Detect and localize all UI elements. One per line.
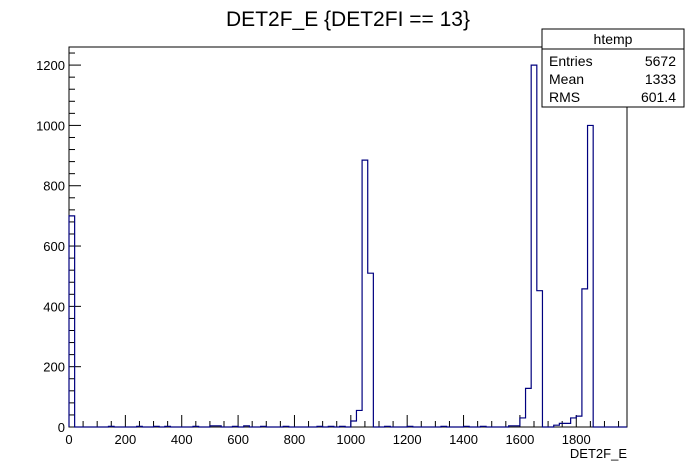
y-tick-label: 600 [43,239,65,254]
stats-mean-label: Mean [549,71,584,87]
stats-box-title: htemp [594,31,633,47]
stats-box: htemp Entries 5672 Mean 1333 RMS 601.4 [541,28,685,108]
y-tick-label: 1000 [36,118,65,133]
y-tick-label: 200 [43,360,65,375]
chart-title: DET2F_E {DET2FI == 13} [226,8,470,31]
x-tick-label: 1000 [336,432,365,447]
stats-entries-value: 5672 [645,53,676,69]
y-tick-label: 800 [43,179,65,194]
x-tick-label: 600 [227,432,249,447]
x-axis-label: DET2F_E [570,446,627,461]
x-tick-label: 1800 [562,432,591,447]
y-tick-label: 400 [43,299,65,314]
x-tick-label: 800 [284,432,306,447]
x-tick-label: 1400 [449,432,478,447]
histogram-series [68,64,627,428]
stats-mean-value: 1333 [645,71,676,87]
x-tick-label: 0 [65,432,72,447]
x-axis: 0 200 400 600 800 1000 1200 1400 1600 1800 [65,415,620,447]
x-tick-label: 1200 [393,432,422,447]
stats-rms-label: RMS [549,89,580,105]
x-tick-label: 200 [115,432,137,447]
y-tick-label: 0 [58,420,65,435]
y-axis: 0 200 400 600 800 1000 1200 [36,52,81,435]
y-tick-label: 1200 [36,58,65,73]
stats-box-frame [541,28,685,108]
stats-rms-value: 601.4 [641,89,676,105]
x-tick-label: 400 [171,432,193,447]
x-tick-label: 1600 [505,432,534,447]
stats-entries-label: Entries [549,53,593,69]
